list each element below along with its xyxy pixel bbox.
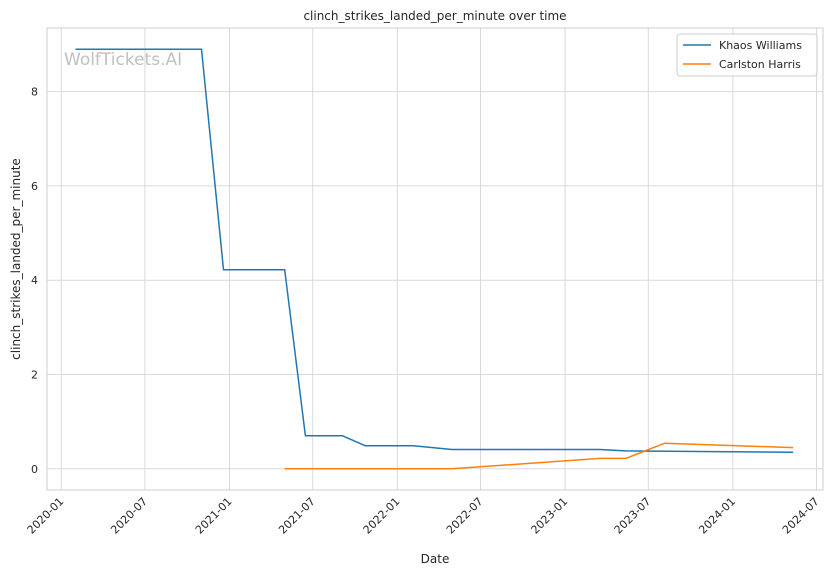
chart-title: clinch_strikes_landed_per_minute over ti… bbox=[303, 9, 566, 23]
y-tick-label: 8 bbox=[31, 86, 38, 99]
series-line-1 bbox=[284, 442, 794, 470]
y-tick-labels: 0 2 4 6 8 bbox=[31, 86, 38, 476]
y-axis-label: clinch_strikes_landed_per_minute bbox=[9, 158, 23, 360]
legend-label-1: Carlston Harris bbox=[719, 58, 801, 71]
watermark: WolfTickets.AI bbox=[64, 50, 182, 70]
series-line-0 bbox=[75, 48, 794, 454]
legend: Khaos Williams Carlston Harris bbox=[676, 33, 818, 77]
y-tick-label: 6 bbox=[31, 180, 38, 193]
legend-label-0: Khaos Williams bbox=[719, 39, 802, 52]
y-tick-label: 4 bbox=[31, 274, 38, 287]
plot-frame bbox=[46, 27, 824, 491]
x-axis-label: Date bbox=[421, 552, 450, 566]
legend-box bbox=[676, 33, 818, 77]
gridlines bbox=[47, 28, 823, 490]
series-lines bbox=[75, 48, 794, 470]
y-tick-label: 2 bbox=[31, 369, 38, 382]
y-tick-label: 0 bbox=[31, 463, 38, 476]
